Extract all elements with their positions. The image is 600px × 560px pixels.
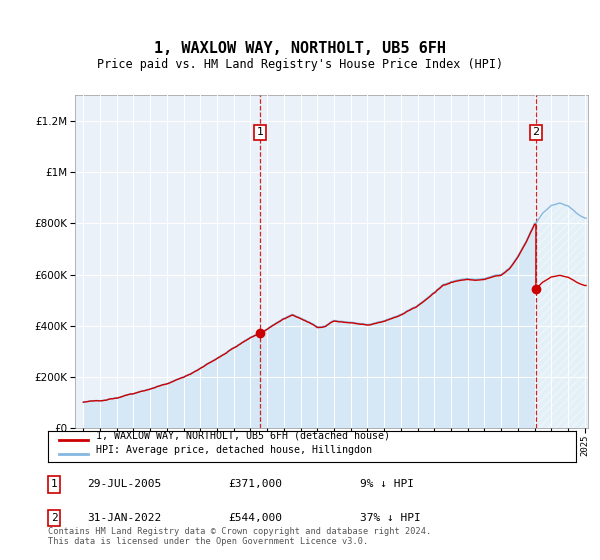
Text: HPI: Average price, detached house, Hillingdon: HPI: Average price, detached house, Hill…: [95, 445, 371, 455]
Text: 2: 2: [532, 127, 539, 137]
Text: 31-JAN-2022: 31-JAN-2022: [87, 513, 161, 523]
Text: 1, WAXLOW WAY, NORTHOLT, UB5 6FH: 1, WAXLOW WAY, NORTHOLT, UB5 6FH: [154, 41, 446, 56]
Text: £544,000: £544,000: [228, 513, 282, 523]
Text: 2: 2: [50, 513, 58, 523]
Text: Price paid vs. HM Land Registry's House Price Index (HPI): Price paid vs. HM Land Registry's House …: [97, 58, 503, 71]
Text: 1: 1: [50, 479, 58, 489]
Text: Contains HM Land Registry data © Crown copyright and database right 2024.
This d: Contains HM Land Registry data © Crown c…: [48, 526, 431, 546]
Text: 1, WAXLOW WAY, NORTHOLT, UB5 6FH (detached house): 1, WAXLOW WAY, NORTHOLT, UB5 6FH (detach…: [95, 431, 389, 440]
Text: £371,000: £371,000: [228, 479, 282, 489]
Text: 37% ↓ HPI: 37% ↓ HPI: [360, 513, 421, 523]
Text: 29-JUL-2005: 29-JUL-2005: [87, 479, 161, 489]
Text: 9% ↓ HPI: 9% ↓ HPI: [360, 479, 414, 489]
Text: 1: 1: [256, 127, 263, 137]
